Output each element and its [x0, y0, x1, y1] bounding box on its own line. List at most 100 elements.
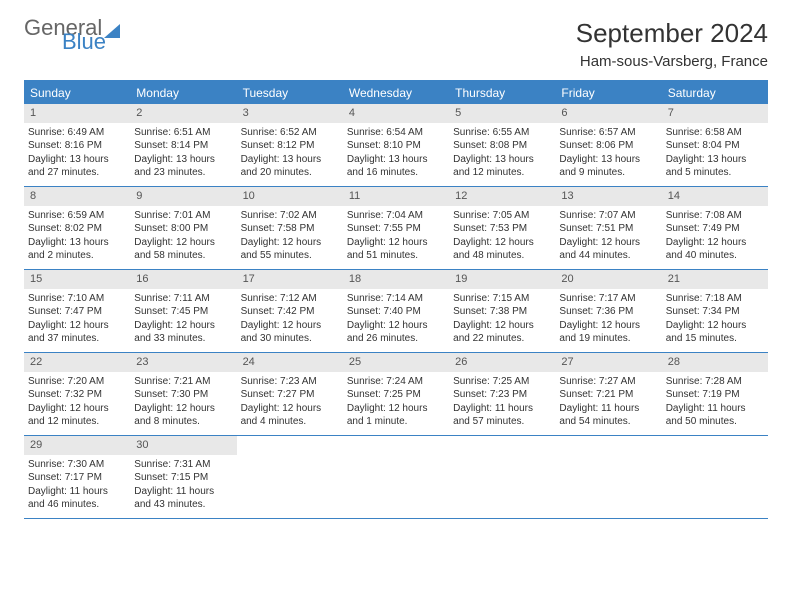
day-number: 10 — [237, 187, 343, 206]
day-number: 14 — [662, 187, 768, 206]
day-number: 11 — [343, 187, 449, 206]
daylight-text: Daylight: 12 hours and 15 minutes. — [666, 319, 764, 346]
calendar-cell: 12Sunrise: 7:05 AMSunset: 7:53 PMDayligh… — [449, 187, 555, 269]
sunrise-text: Sunrise: 7:31 AM — [134, 458, 232, 472]
sunset-text: Sunset: 7:42 PM — [241, 305, 339, 319]
sunrise-text: Sunrise: 7:02 AM — [241, 209, 339, 223]
sunset-text: Sunset: 7:38 PM — [453, 305, 551, 319]
daylight-text: Daylight: 13 hours and 16 minutes. — [347, 153, 445, 180]
sunrise-text: Sunrise: 6:59 AM — [28, 209, 126, 223]
daylight-text: Daylight: 13 hours and 27 minutes. — [28, 153, 126, 180]
daylight-text: Daylight: 12 hours and 40 minutes. — [666, 236, 764, 263]
day-number: 4 — [343, 104, 449, 123]
daylight-text: Daylight: 12 hours and 19 minutes. — [559, 319, 657, 346]
day-number: 6 — [555, 104, 661, 123]
sunset-text: Sunset: 7:23 PM — [453, 388, 551, 402]
day-number: 21 — [662, 270, 768, 289]
sunrise-text: Sunrise: 7:07 AM — [559, 209, 657, 223]
daylight-text: Daylight: 12 hours and 26 minutes. — [347, 319, 445, 346]
calendar-cell — [555, 436, 661, 518]
title-block: September 2024 Ham-sous-Varsberg, France — [576, 18, 768, 70]
sunrise-text: Sunrise: 7:21 AM — [134, 375, 232, 389]
day-number: 17 — [237, 270, 343, 289]
calendar-cell: 22Sunrise: 7:20 AMSunset: 7:32 PMDayligh… — [24, 353, 130, 435]
sunset-text: Sunset: 7:25 PM — [347, 388, 445, 402]
sunset-text: Sunset: 7:21 PM — [559, 388, 657, 402]
sunset-text: Sunset: 7:49 PM — [666, 222, 764, 236]
day-number: 27 — [555, 353, 661, 372]
calendar-cell — [662, 436, 768, 518]
daylight-text: Daylight: 12 hours and 8 minutes. — [134, 402, 232, 429]
sunset-text: Sunset: 7:53 PM — [453, 222, 551, 236]
sunset-text: Sunset: 7:47 PM — [28, 305, 126, 319]
day-number: 29 — [24, 436, 130, 455]
day-header: Wednesday — [343, 82, 449, 104]
calendar-cell: 3Sunrise: 6:52 AMSunset: 8:12 PMDaylight… — [237, 104, 343, 186]
daylight-text: Daylight: 11 hours and 43 minutes. — [134, 485, 232, 512]
calendar-week: 29Sunrise: 7:30 AMSunset: 7:17 PMDayligh… — [24, 436, 768, 519]
calendar-cell: 17Sunrise: 7:12 AMSunset: 7:42 PMDayligh… — [237, 270, 343, 352]
day-number: 8 — [24, 187, 130, 206]
header: General Blue September 2024 Ham-sous-Var… — [24, 18, 768, 70]
calendar-cell: 2Sunrise: 6:51 AMSunset: 8:14 PMDaylight… — [130, 104, 236, 186]
calendar-cell: 24Sunrise: 7:23 AMSunset: 7:27 PMDayligh… — [237, 353, 343, 435]
calendar-cell: 5Sunrise: 6:55 AMSunset: 8:08 PMDaylight… — [449, 104, 555, 186]
sunset-text: Sunset: 8:16 PM — [28, 139, 126, 153]
sunrise-text: Sunrise: 7:20 AM — [28, 375, 126, 389]
calendar-cell: 1Sunrise: 6:49 AMSunset: 8:16 PMDaylight… — [24, 104, 130, 186]
sunrise-text: Sunrise: 7:11 AM — [134, 292, 232, 306]
calendar-cell: 15Sunrise: 7:10 AMSunset: 7:47 PMDayligh… — [24, 270, 130, 352]
daylight-text: Daylight: 12 hours and 55 minutes. — [241, 236, 339, 263]
sunset-text: Sunset: 8:08 PM — [453, 139, 551, 153]
sunrise-text: Sunrise: 6:54 AM — [347, 126, 445, 140]
daylight-text: Daylight: 12 hours and 58 minutes. — [134, 236, 232, 263]
sunrise-text: Sunrise: 6:52 AM — [241, 126, 339, 140]
day-header: Friday — [555, 82, 661, 104]
sunset-text: Sunset: 7:45 PM — [134, 305, 232, 319]
calendar-cell: 25Sunrise: 7:24 AMSunset: 7:25 PMDayligh… — [343, 353, 449, 435]
daylight-text: Daylight: 13 hours and 2 minutes. — [28, 236, 126, 263]
day-number: 12 — [449, 187, 555, 206]
sunset-text: Sunset: 8:04 PM — [666, 139, 764, 153]
daylight-text: Daylight: 12 hours and 48 minutes. — [453, 236, 551, 263]
day-header: Sunday — [24, 82, 130, 104]
calendar-cell: 6Sunrise: 6:57 AMSunset: 8:06 PMDaylight… — [555, 104, 661, 186]
calendar-cell: 29Sunrise: 7:30 AMSunset: 7:17 PMDayligh… — [24, 436, 130, 518]
logo-text-blue: Blue — [62, 32, 120, 52]
sunrise-text: Sunrise: 7:08 AM — [666, 209, 764, 223]
day-number: 5 — [449, 104, 555, 123]
calendar-cell — [237, 436, 343, 518]
day-header: Saturday — [662, 82, 768, 104]
sunrise-text: Sunrise: 6:58 AM — [666, 126, 764, 140]
day-number: 23 — [130, 353, 236, 372]
sunrise-text: Sunrise: 6:49 AM — [28, 126, 126, 140]
day-number: 20 — [555, 270, 661, 289]
sunrise-text: Sunrise: 7:17 AM — [559, 292, 657, 306]
calendar-cell: 16Sunrise: 7:11 AMSunset: 7:45 PMDayligh… — [130, 270, 236, 352]
daylight-text: Daylight: 12 hours and 33 minutes. — [134, 319, 232, 346]
sunset-text: Sunset: 7:55 PM — [347, 222, 445, 236]
day-number: 13 — [555, 187, 661, 206]
sunset-text: Sunset: 8:00 PM — [134, 222, 232, 236]
day-header: Tuesday — [237, 82, 343, 104]
sunrise-text: Sunrise: 6:51 AM — [134, 126, 232, 140]
sunset-text: Sunset: 7:51 PM — [559, 222, 657, 236]
sunset-text: Sunset: 8:06 PM — [559, 139, 657, 153]
sunset-text: Sunset: 7:32 PM — [28, 388, 126, 402]
calendar-cell — [449, 436, 555, 518]
daylight-text: Daylight: 13 hours and 20 minutes. — [241, 153, 339, 180]
sunrise-text: Sunrise: 7:04 AM — [347, 209, 445, 223]
month-title: September 2024 — [576, 18, 768, 49]
daylight-text: Daylight: 12 hours and 1 minute. — [347, 402, 445, 429]
sunset-text: Sunset: 7:15 PM — [134, 471, 232, 485]
sunset-text: Sunset: 8:12 PM — [241, 139, 339, 153]
daylight-text: Daylight: 13 hours and 5 minutes. — [666, 153, 764, 180]
calendar-cell: 13Sunrise: 7:07 AMSunset: 7:51 PMDayligh… — [555, 187, 661, 269]
sunrise-text: Sunrise: 6:55 AM — [453, 126, 551, 140]
sunset-text: Sunset: 7:34 PM — [666, 305, 764, 319]
sunrise-text: Sunrise: 7:14 AM — [347, 292, 445, 306]
daylight-text: Daylight: 12 hours and 4 minutes. — [241, 402, 339, 429]
sunrise-text: Sunrise: 7:23 AM — [241, 375, 339, 389]
daylight-text: Daylight: 13 hours and 23 minutes. — [134, 153, 232, 180]
day-number: 19 — [449, 270, 555, 289]
